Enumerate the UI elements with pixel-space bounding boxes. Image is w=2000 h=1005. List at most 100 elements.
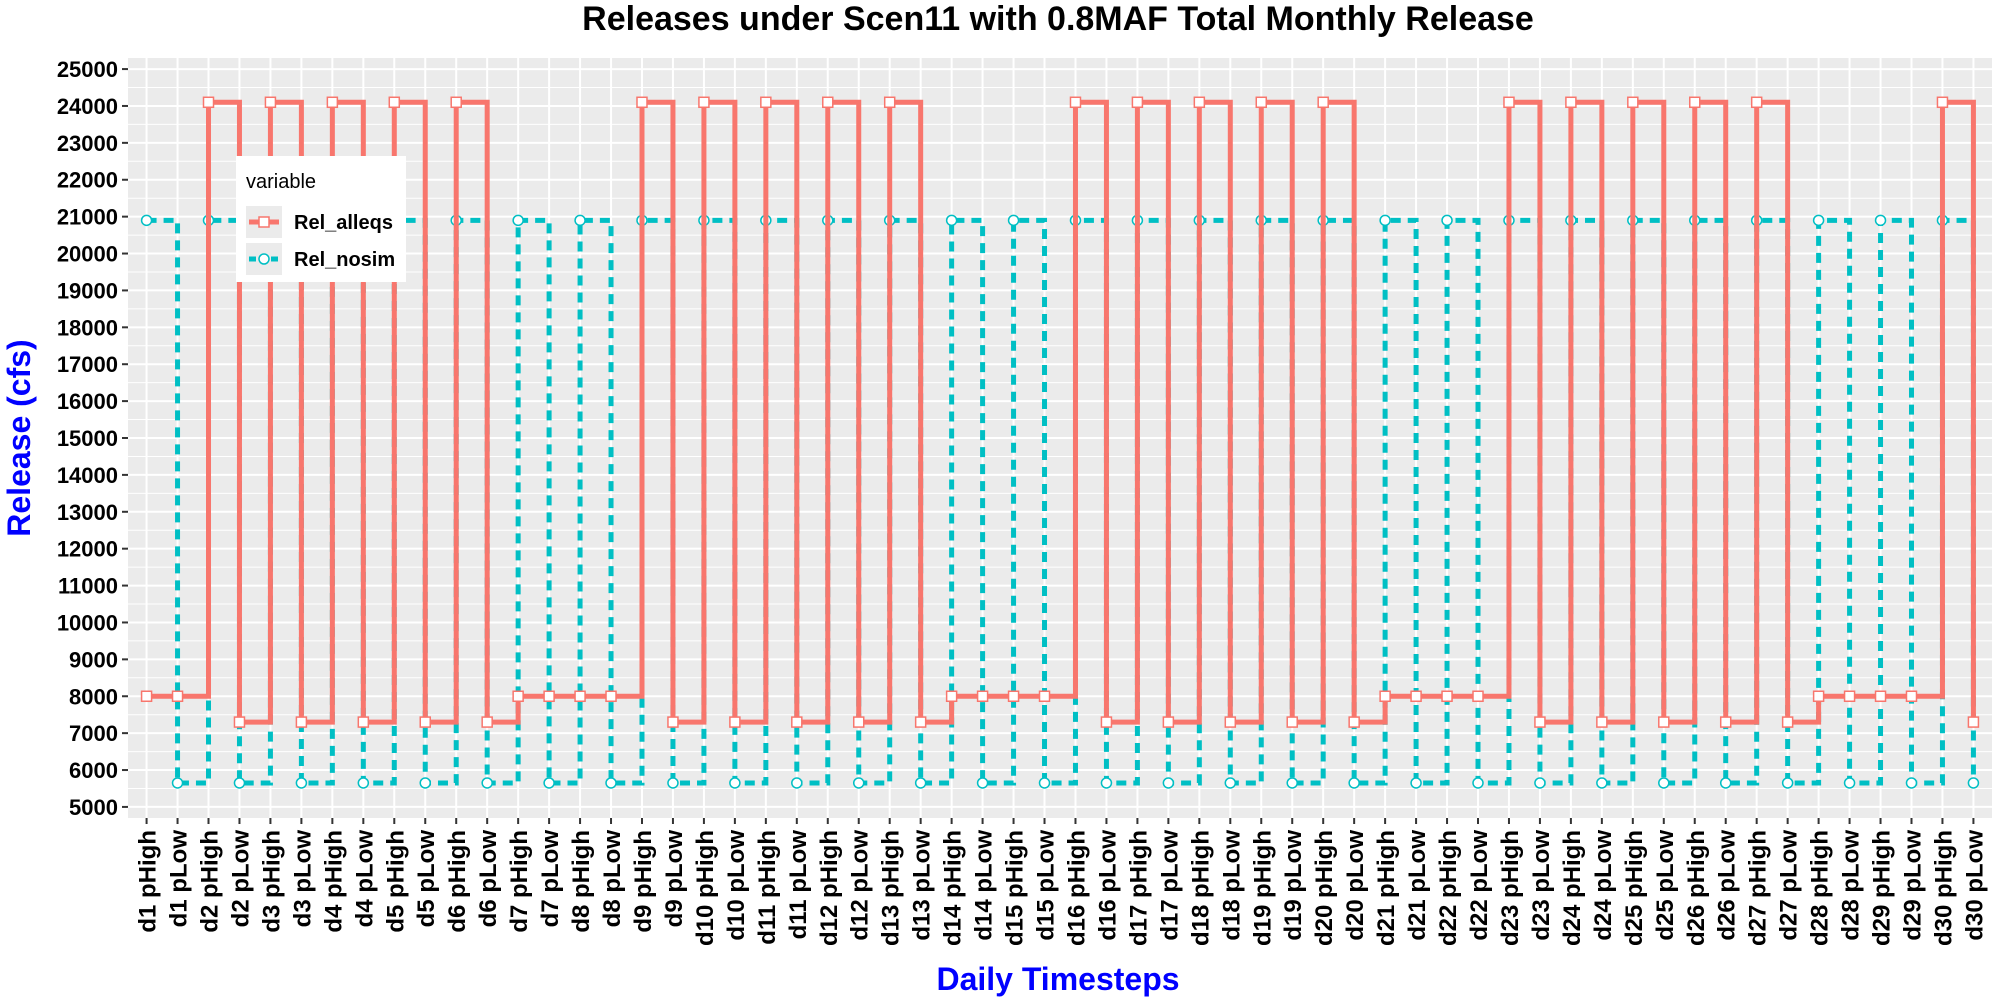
data-point-rel-alleqs <box>1348 716 1360 728</box>
x-tick-label: d5 pLow <box>413 830 440 928</box>
data-point-rel-alleqs <box>1689 96 1701 109</box>
x-tick-label: d12 pLow <box>847 830 874 941</box>
data-point-rel-nosim <box>945 214 958 227</box>
data-point-rel-nosim <box>1224 777 1237 789</box>
data-point-rel-alleqs <box>419 716 431 728</box>
x-tick-label: d21 pLow <box>1404 830 1431 941</box>
chart-title: Releases under Scen11 with 0.8MAF Total … <box>582 0 1534 38</box>
data-point-rel-nosim <box>140 214 153 227</box>
x-tick-label: d15 pLow <box>1033 830 1060 941</box>
x-tick-label: d25 pLow <box>1652 830 1679 941</box>
x-tick-label: d15 pHigh <box>1002 830 1029 946</box>
x-tick-label: d25 pHigh <box>1621 830 1648 946</box>
data-point-rel-nosim <box>1781 777 1794 789</box>
data-point-rel-alleqs <box>1905 690 1918 703</box>
data-point-rel-nosim <box>419 777 431 789</box>
legend-label-rel-nosim: Rel_nosim <box>294 249 395 271</box>
data-point-rel-alleqs <box>729 716 741 728</box>
data-point-rel-alleqs <box>1874 690 1887 703</box>
legend-label-rel-alleqs: Rel_alleqs <box>294 212 393 234</box>
data-point-rel-alleqs <box>481 716 493 728</box>
data-point-rel-alleqs <box>1812 690 1825 703</box>
data-point-rel-alleqs <box>1596 716 1608 728</box>
x-tick-label: d18 pLow <box>1218 830 1245 941</box>
data-point-rel-nosim <box>1348 777 1360 789</box>
y-tick-label: 20000 <box>57 242 118 267</box>
data-point-rel-nosim <box>852 777 865 789</box>
data-point-rel-alleqs <box>636 96 648 109</box>
data-point-rel-alleqs <box>543 690 555 703</box>
data-point-rel-alleqs <box>883 96 896 109</box>
x-tick-label: d27 pHigh <box>1745 830 1772 946</box>
x-tick-label: d26 pLow <box>1714 830 1741 941</box>
y-tick-label: 15000 <box>57 426 118 451</box>
data-point-rel-nosim <box>1286 777 1298 789</box>
data-point-rel-alleqs <box>1843 690 1856 703</box>
data-point-rel-alleqs <box>1069 96 1082 109</box>
data-point-rel-nosim <box>1441 214 1453 227</box>
data-point-rel-nosim <box>914 777 927 789</box>
data-point-rel-alleqs <box>1441 690 1453 703</box>
data-point-rel-alleqs <box>945 690 958 703</box>
data-point-rel-alleqs <box>976 690 989 703</box>
data-point-rel-nosim <box>729 777 741 789</box>
x-tick-label: d14 pHigh <box>940 830 967 946</box>
y-tick-label: 10000 <box>57 610 118 635</box>
x-tick-label: d6 pHigh <box>444 830 471 933</box>
data-point-rel-nosim <box>1719 777 1732 789</box>
data-point-rel-nosim <box>1905 777 1918 789</box>
x-tick-label: d6 pLow <box>475 830 502 928</box>
y-tick-label: 13000 <box>57 500 118 525</box>
y-axis: 5000 6000 7000 8000 9000 10000 11000 12000 13000… <box>57 57 128 820</box>
x-tick-label: d7 pHigh <box>506 830 533 933</box>
x-tick-label: d5 pHigh <box>382 830 409 933</box>
x-tick-label: d28 pLow <box>1838 830 1865 941</box>
y-tick-label: 11000 <box>58 574 118 599</box>
data-point-rel-alleqs <box>1286 716 1298 728</box>
data-point-rel-nosim <box>1967 777 1980 789</box>
x-tick-label: d17 pLow <box>1156 830 1183 941</box>
y-tick-label: 24000 <box>57 94 118 119</box>
y-tick-label: 18000 <box>57 315 118 340</box>
data-point-rel-alleqs <box>1534 716 1546 728</box>
data-point-rel-alleqs <box>667 716 679 728</box>
x-tick-label: d4 pHigh <box>320 830 347 933</box>
y-tick-label: 23000 <box>57 131 118 156</box>
data-point-rel-alleqs <box>264 96 277 109</box>
x-tick-label: d20 pLow <box>1342 830 1369 941</box>
x-tick-label: d9 pLow <box>661 830 688 928</box>
data-point-rel-alleqs <box>1100 716 1113 728</box>
y-tick-label: 5000 <box>69 795 118 820</box>
x-tick-label: d1 pLow <box>166 830 193 928</box>
series-rel-alleqs <box>140 96 1980 728</box>
y-tick-label: 9000 <box>69 647 118 672</box>
data-point-rel-alleqs <box>605 690 617 703</box>
data-point-rel-nosim <box>667 777 679 789</box>
x-tick-label: d3 pHigh <box>258 830 285 933</box>
x-tick-label: d26 pHigh <box>1683 830 1710 946</box>
x-tick-label: d30 pHigh <box>1930 830 1957 946</box>
x-tick-label: d10 pLow <box>723 830 750 941</box>
data-point-rel-nosim <box>1007 214 1020 227</box>
y-tick-label: 17000 <box>57 352 118 377</box>
data-point-rel-nosim <box>1812 214 1825 227</box>
y-tick-label: 22000 <box>57 168 118 193</box>
legend: variable Rel_alleqs Rel_nosim <box>236 156 406 282</box>
data-point-rel-alleqs <box>1007 690 1020 703</box>
y-tick-label: 7000 <box>69 721 118 746</box>
x-tick-label: d24 pLow <box>1590 830 1617 941</box>
x-tick-label: d22 pLow <box>1466 830 1493 941</box>
x-tick-label: d14 pLow <box>971 830 998 941</box>
y-tick-label: 19000 <box>57 278 118 303</box>
x-tick-label: d21 pHigh <box>1373 830 1400 946</box>
x-tick-label: d3 pLow <box>289 830 316 928</box>
data-point-rel-alleqs <box>852 716 865 728</box>
x-tick-label: d13 pHigh <box>878 830 905 946</box>
data-point-rel-nosim <box>1410 777 1422 789</box>
data-point-rel-alleqs <box>791 716 803 728</box>
data-point-rel-alleqs <box>1750 96 1763 109</box>
data-point-rel-alleqs <box>1131 96 1144 109</box>
data-point-rel-alleqs <box>1658 716 1670 728</box>
